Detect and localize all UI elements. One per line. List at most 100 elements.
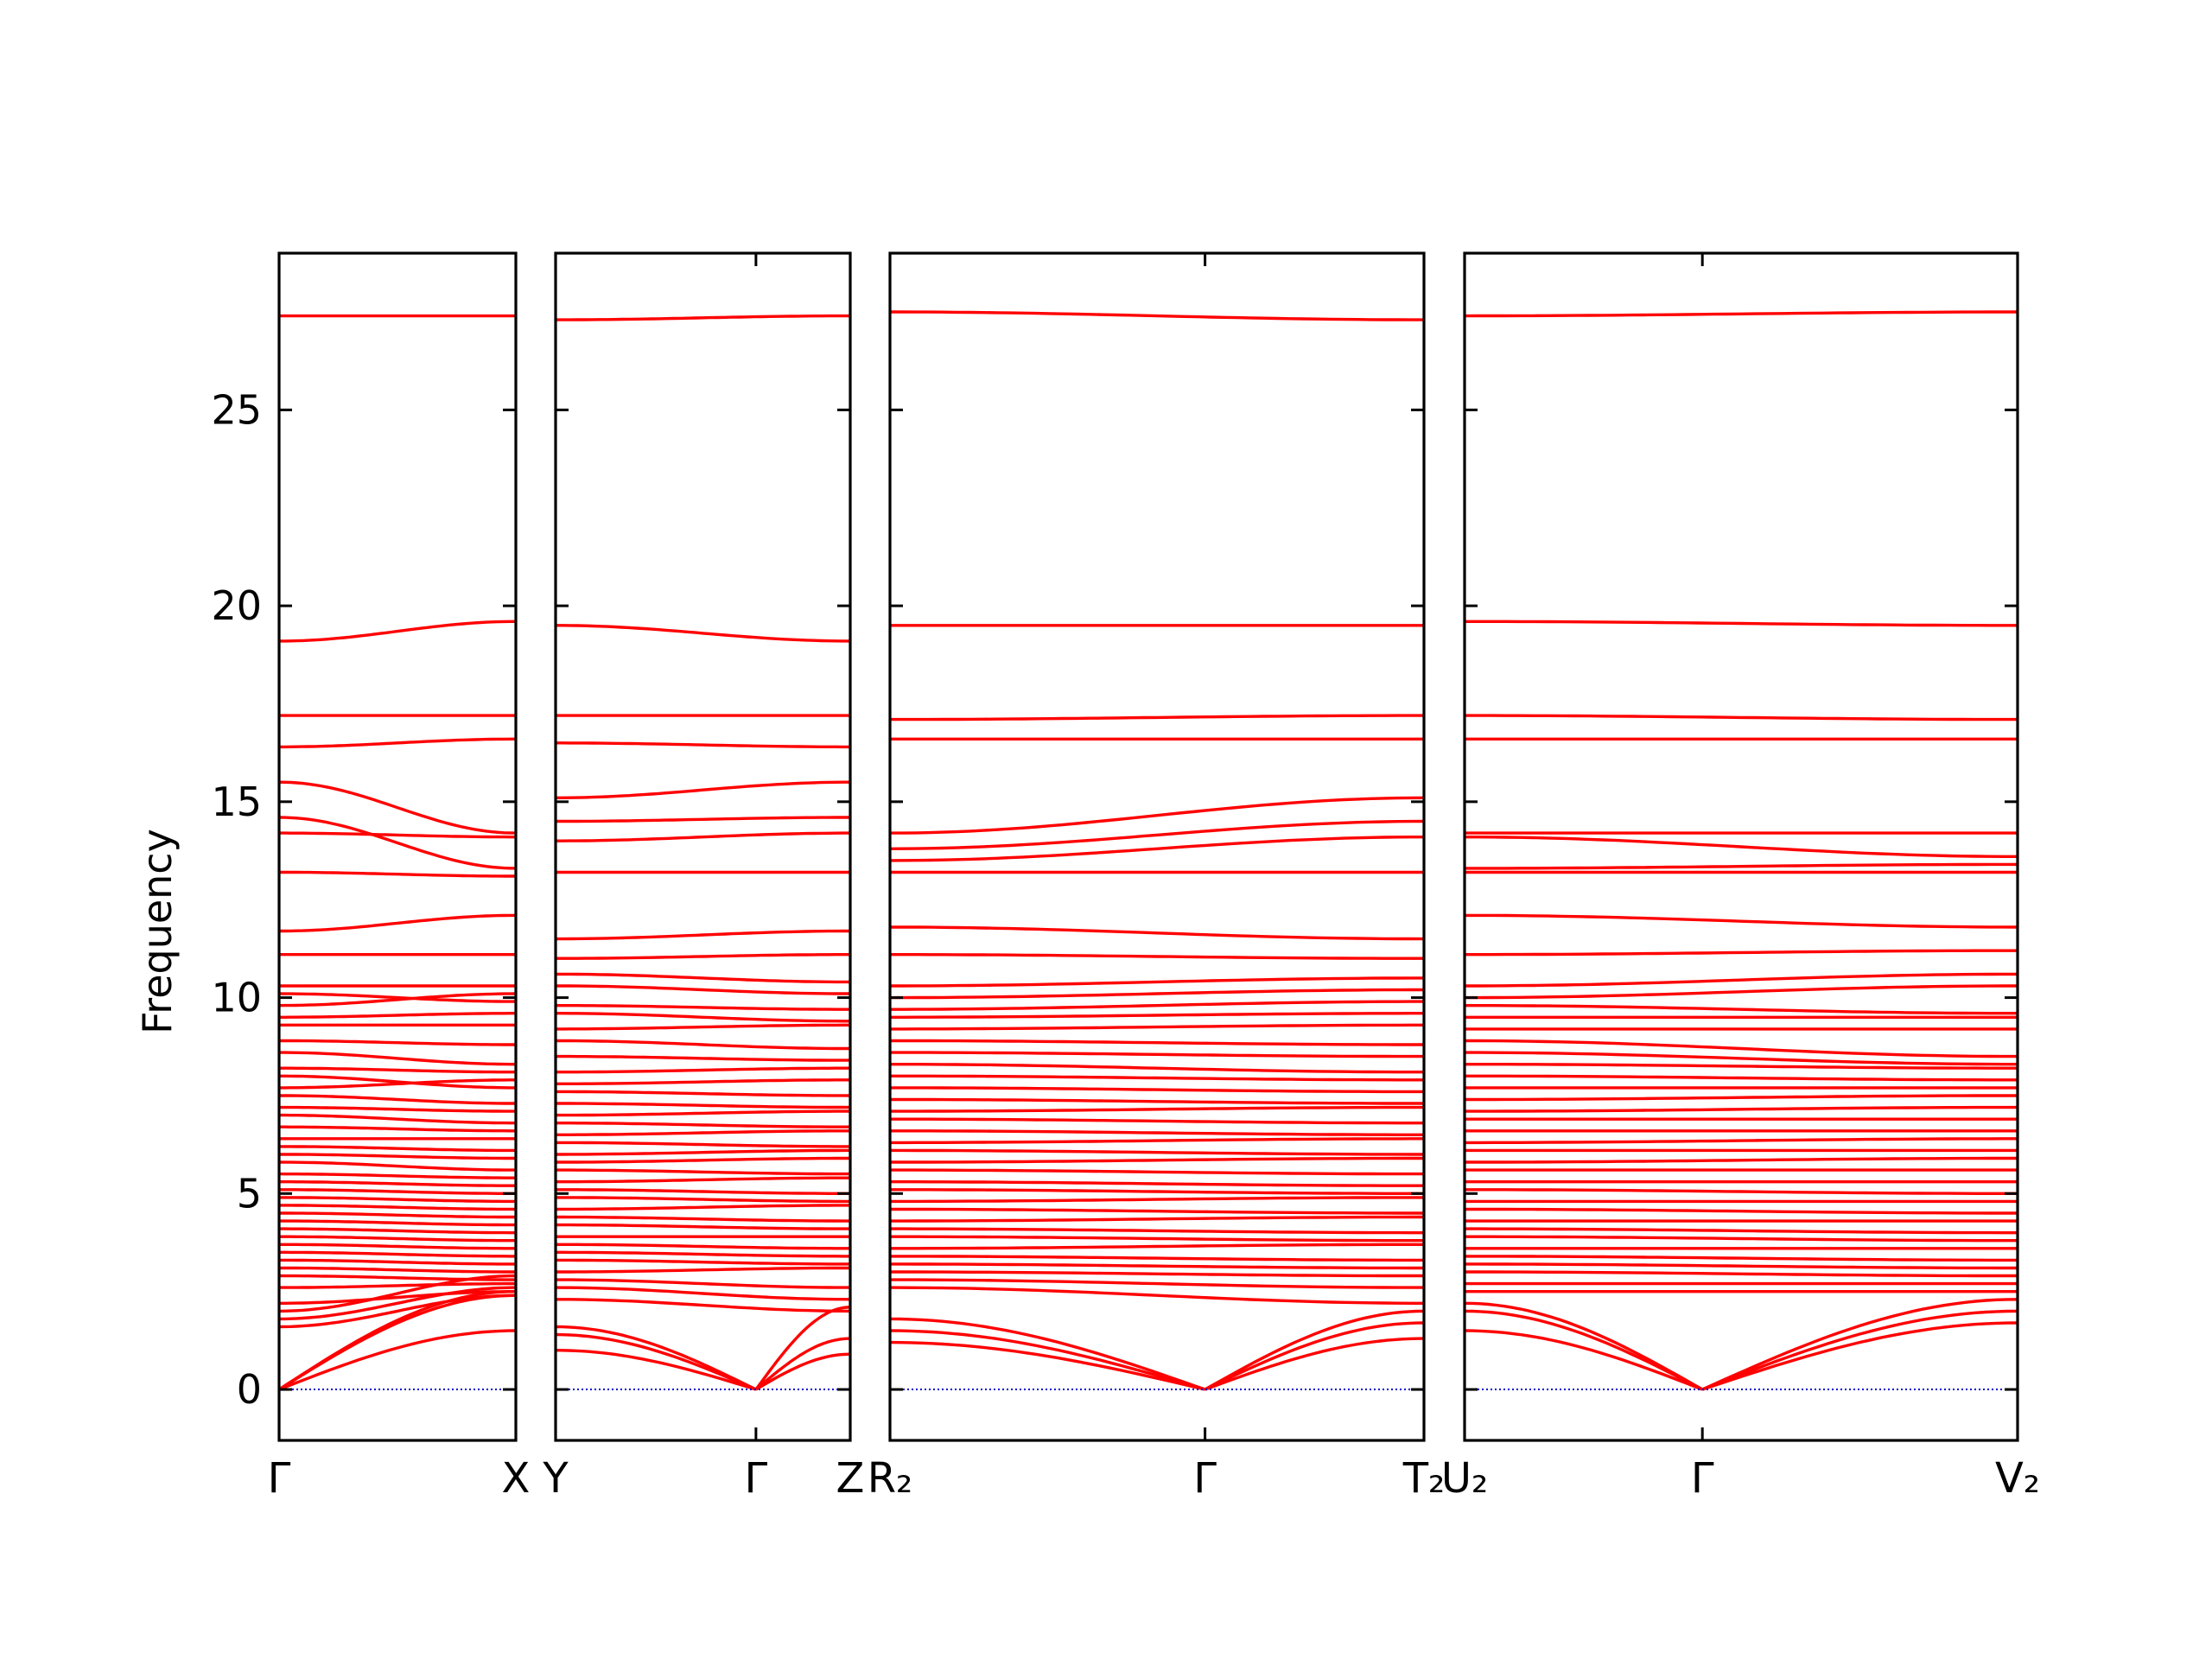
band-line: [556, 1090, 851, 1097]
band-line: [1465, 1255, 2018, 1262]
band-line: [556, 972, 850, 984]
band-line: [556, 1141, 850, 1148]
band-line: [1465, 1156, 2018, 1164]
x-tick-label: Γ: [1691, 1454, 1714, 1503]
band-line: [890, 1196, 1424, 1204]
acoustic-band-line: [889, 1317, 1206, 1391]
band-line: [1465, 984, 2018, 1000]
band-line: [890, 1148, 1424, 1156]
band-line: [279, 1066, 516, 1074]
band-line: [890, 1000, 1424, 1011]
band-line: [279, 1196, 516, 1204]
band-line: [1465, 1039, 2018, 1058]
band-line: [279, 1281, 516, 1289]
x-tick-label: Γ: [745, 1454, 768, 1503]
band-line: [890, 714, 1424, 721]
band-line: [279, 1188, 516, 1195]
band-line: [890, 1012, 1424, 1019]
acoustic-band-line: [555, 1332, 757, 1391]
panel-frame: [277, 251, 518, 1442]
acoustic-band-line: [1204, 1309, 1425, 1391]
band-line: [890, 1023, 1424, 1031]
band-line: [890, 1063, 1424, 1074]
band-line: [556, 1278, 850, 1289]
y-axis-label: Frequency: [134, 829, 181, 1034]
x-tick-label: R₂: [868, 1454, 913, 1503]
band-line: [1465, 836, 2018, 858]
band-line: [279, 1290, 516, 1305]
x-tick-label: U₂: [1441, 1454, 1488, 1503]
band-line: [890, 1086, 1424, 1094]
y-tick-label: 5: [237, 1170, 262, 1217]
band-line: [279, 1012, 516, 1019]
band-line: [1465, 1227, 2018, 1235]
band-line: [279, 1125, 516, 1133]
band-line: [556, 1250, 850, 1258]
band-line: [890, 1074, 1424, 1082]
band-line: [1465, 913, 2018, 929]
band-line: [1465, 1235, 2018, 1243]
band-line: [890, 1168, 1424, 1176]
band-line: [279, 1204, 517, 1211]
band-line: [556, 1078, 850, 1085]
band-line: [279, 1258, 516, 1266]
band-line: [556, 1266, 850, 1274]
band-line: [890, 1235, 1424, 1243]
band-line: [279, 1094, 516, 1105]
x-tick-label: V₂: [1995, 1454, 2040, 1503]
panel-frame: [1463, 251, 2019, 1442]
band-line: [890, 988, 1424, 1000]
x-tick-label: Γ: [268, 1454, 291, 1503]
band-line: [890, 1270, 1424, 1278]
band-line: [556, 1223, 850, 1230]
band-line: [890, 976, 1424, 988]
band-line: [556, 1176, 850, 1184]
acoustic-band-line: [1701, 1321, 2018, 1391]
band-line: [556, 624, 850, 643]
band-line: [1465, 1063, 2018, 1070]
band-line: [556, 1109, 850, 1117]
band-line: [279, 870, 516, 878]
band-line: [1465, 1188, 2018, 1195]
band-line: [1465, 972, 2018, 988]
band-line: [889, 1286, 1424, 1305]
acoustic-band-line: [1205, 1337, 1425, 1391]
band-line: [1465, 1262, 2018, 1270]
band-line: [279, 1235, 516, 1243]
x-tick-label: Γ: [1193, 1454, 1217, 1503]
x-tick-label: Y: [542, 1454, 569, 1503]
band-line: [1465, 620, 2018, 627]
band-line: [279, 1051, 516, 1066]
band-line: [556, 1012, 850, 1023]
panel-4: U₂ Γ V₂: [1441, 251, 2040, 1503]
band-line: [890, 1227, 1424, 1235]
band-line: [279, 1227, 516, 1235]
band-line: [279, 1153, 516, 1160]
band-line: [279, 620, 516, 643]
band-line: [890, 1051, 1424, 1058]
band-line: [890, 1262, 1424, 1270]
band-line: [1465, 1105, 2018, 1113]
y-tick-label: 15: [211, 779, 262, 825]
band-line: [556, 1066, 850, 1074]
band-line: [890, 1105, 1424, 1113]
band-line: [279, 1286, 517, 1321]
y-tick-label: 10: [211, 975, 262, 1021]
y-tick-label: 20: [211, 582, 262, 629]
band-line: [279, 1074, 516, 1090]
band-line: [556, 816, 850, 823]
band-line: [890, 1207, 1424, 1215]
band-line: [279, 1180, 516, 1187]
band-line: [279, 831, 516, 839]
band-line: [556, 1023, 850, 1031]
band-line: [278, 816, 517, 870]
band-line: [890, 1156, 1424, 1164]
band-line: [890, 925, 1425, 941]
band-line: [1465, 1074, 2018, 1082]
band-line: [556, 1054, 850, 1062]
band-line: [278, 1274, 517, 1313]
band-line: [889, 836, 1424, 862]
